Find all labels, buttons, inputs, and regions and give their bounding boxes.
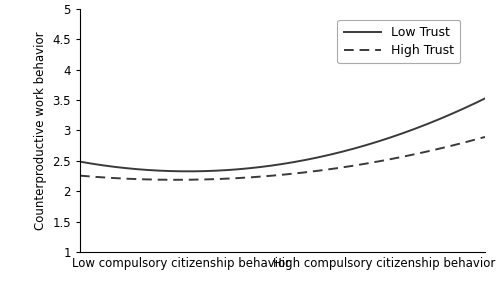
Y-axis label: Counterproductive work behavior: Counterproductive work behavior bbox=[34, 31, 47, 230]
High Trust bbox=[174, 178, 180, 182]
Low Trust bbox=[370, 141, 376, 145]
High Trust bbox=[333, 167, 339, 170]
Low Trust bbox=[186, 170, 192, 173]
Line: Low Trust: Low Trust bbox=[80, 98, 485, 171]
Low Trust bbox=[238, 167, 244, 171]
Low Trust bbox=[372, 141, 378, 144]
Low Trust bbox=[333, 151, 339, 155]
High Trust bbox=[126, 177, 132, 180]
Low Trust bbox=[77, 160, 83, 163]
Line: High Trust: High Trust bbox=[80, 137, 485, 180]
Low Trust bbox=[210, 169, 216, 173]
Legend: Low Trust, High Trust: Low Trust, High Trust bbox=[338, 20, 460, 63]
High Trust bbox=[77, 174, 83, 177]
Low Trust bbox=[126, 167, 132, 170]
Low Trust bbox=[482, 97, 488, 100]
High Trust bbox=[482, 135, 488, 139]
High Trust bbox=[370, 161, 376, 164]
High Trust bbox=[210, 178, 216, 181]
High Trust bbox=[372, 160, 378, 164]
High Trust bbox=[238, 176, 244, 180]
